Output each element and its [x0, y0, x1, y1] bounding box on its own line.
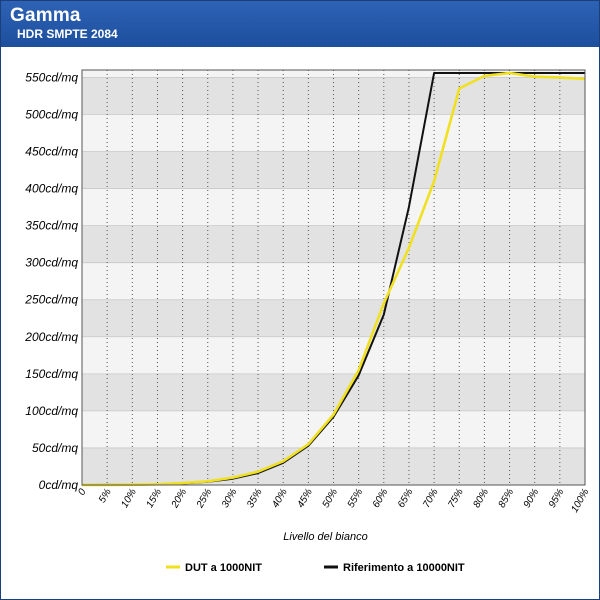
y-tick-label: 0cd/mq — [39, 478, 79, 492]
x-tick-label: 60% — [371, 487, 391, 510]
x-tick-label: 35% — [245, 487, 265, 510]
legend-label: Riferimento a 10000NIT — [343, 562, 465, 574]
chart-legend: DUT a 1000NIT Riferimento a 10000NIT — [166, 562, 465, 574]
y-tick-label: 450cd/mq — [25, 145, 78, 159]
x-tick-label: 80% — [471, 487, 491, 510]
y-tick-label: 300cd/mq — [25, 256, 78, 270]
x-tick-label: 95% — [547, 487, 567, 510]
y-tick-label: 400cd/mq — [25, 182, 78, 196]
chart-header: Gamma HDR SMPTE 2084 — [1, 1, 599, 47]
x-tick-label: 30% — [220, 487, 240, 510]
y-tick-label: 100cd/mq — [25, 404, 78, 418]
x-tick-label: 85% — [497, 487, 517, 510]
x-axis-tick-labels: 0 5% 10% 15% 20% 25% 30% 35% 40% 45% 50% 55% 60% 65% 7… — [76, 487, 591, 515]
plot-band — [82, 225, 585, 263]
y-axis-tick-labels: 0cd/mq 50cd/mq 100cd/mq 150cd/mq 200cd/mq 250… — [24, 70, 78, 492]
x-tick-label: 25% — [194, 487, 214, 511]
x-tick-label: 20% — [169, 487, 189, 511]
legend-label: DUT a 1000NIT — [185, 562, 262, 574]
x-tick-label: 75% — [446, 487, 466, 510]
legend-item-reference: Riferimento a 10000NIT — [324, 562, 465, 574]
chart-subtitle: HDR SMPTE 2084 — [17, 27, 118, 41]
x-tick-label: 5% — [97, 487, 114, 505]
legend-item-dut: DUT a 1000NIT — [166, 562, 262, 574]
y-tick-label: 350cd/mq — [25, 219, 78, 233]
x-tick-label: 100% — [569, 487, 591, 515]
y-tick-label: 200cd/mq — [24, 330, 78, 344]
x-tick-label: 40% — [270, 487, 290, 510]
chart-series — [81, 71, 586, 487]
x-tick-label: 10% — [119, 487, 139, 510]
x-tick-label: 50% — [321, 487, 341, 510]
y-tick-label: 250cd/mq — [24, 293, 78, 307]
plot-band — [82, 70, 585, 78]
x-axis-title: Livello del bianco — [283, 531, 367, 543]
plot-band — [82, 262, 585, 300]
x-tick-label: 55% — [346, 487, 366, 510]
x-tick-label: 70% — [421, 487, 441, 510]
y-tick-label: 500cd/mq — [25, 107, 78, 121]
plot-band — [82, 114, 585, 152]
x-tick-label: 15% — [145, 487, 165, 510]
chart-title: Gamma — [10, 5, 81, 26]
x-tick-label: 0 — [76, 487, 89, 498]
y-tick-label: 150cd/mq — [25, 367, 78, 381]
series-line-dut — [82, 71, 586, 487]
y-tick-label: 50cd/mq — [32, 441, 78, 455]
plot-band — [82, 77, 585, 115]
plot-border — [81, 69, 586, 486]
plot-band — [82, 373, 585, 411]
x-tick-label: 65% — [396, 487, 416, 510]
y-tick-label: 550cd/mq — [25, 70, 78, 84]
x-tick-label: 90% — [522, 487, 542, 510]
x-tick-label: 45% — [295, 487, 315, 510]
